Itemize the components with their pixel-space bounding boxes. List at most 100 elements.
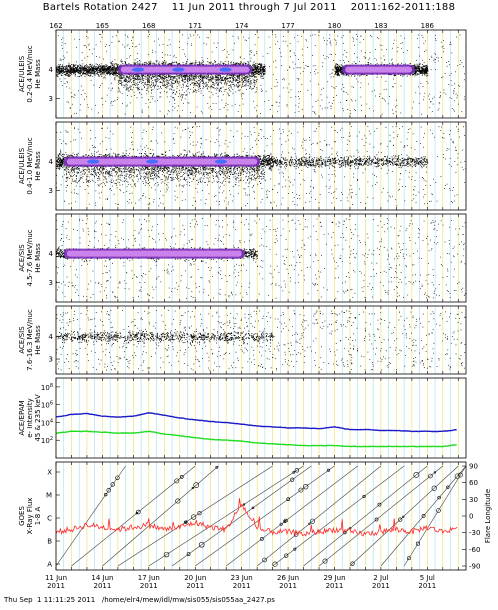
data-point — [84, 70, 86, 72]
data-point — [114, 66, 116, 68]
data-point — [424, 92, 426, 94]
data-point — [118, 65, 120, 67]
data-point — [188, 75, 190, 77]
data-point — [101, 83, 103, 84]
data-point — [115, 71, 117, 72]
data-point — [256, 70, 258, 72]
data-point — [450, 43, 452, 45]
data-point — [103, 71, 105, 73]
data-point — [153, 77, 154, 78]
data-point — [182, 109, 183, 111]
data-point — [342, 84, 344, 85]
data-point — [121, 75, 123, 77]
data-point — [83, 73, 85, 75]
data-point — [196, 82, 198, 84]
data-point — [117, 72, 119, 74]
data-point — [297, 34, 299, 36]
data-point — [262, 71, 263, 73]
data-point — [263, 72, 264, 74]
data-point — [253, 75, 255, 77]
data-point — [147, 99, 149, 101]
data-point — [73, 65, 75, 67]
data-point — [449, 97, 451, 99]
data-point — [231, 82, 232, 83]
data-point — [113, 69, 115, 70]
data-point — [312, 110, 314, 112]
data-point — [137, 76, 139, 78]
data-point — [173, 54, 175, 56]
data-point — [66, 74, 68, 76]
data-point — [78, 71, 80, 73]
data-point — [243, 63, 244, 65]
data-point — [195, 81, 197, 83]
data-point — [423, 42, 425, 44]
data-point — [253, 66, 255, 68]
data-point — [218, 80, 220, 82]
data-point — [199, 79, 201, 81]
data-point — [222, 94, 224, 96]
data-point — [202, 79, 204, 81]
data-point — [457, 95, 458, 97]
data-point — [106, 70, 108, 72]
data-point — [249, 75, 251, 77]
data-point — [56, 68, 58, 70]
data-point — [208, 107, 210, 109]
data-point — [180, 74, 182, 76]
data-point — [156, 76, 158, 78]
data-point — [331, 73, 333, 74]
data-point — [117, 65, 118, 67]
data-point — [91, 64, 93, 66]
data-point — [274, 86, 276, 88]
data-point — [64, 69, 66, 70]
data-point — [80, 70, 82, 72]
data-point — [76, 67, 77, 69]
data-point — [121, 61, 123, 62]
data-point — [256, 51, 258, 53]
data-point — [183, 94, 184, 96]
data-point — [170, 89, 172, 91]
data-point — [116, 67, 118, 69]
data-point — [390, 59, 392, 61]
data-point — [119, 40, 121, 42]
data-point — [329, 42, 331, 44]
data-point — [178, 90, 180, 91]
data-point — [66, 101, 68, 103]
data-point — [205, 75, 207, 77]
data-point — [98, 70, 100, 71]
data-point — [83, 72, 85, 74]
data-point — [120, 80, 122, 82]
data-point — [260, 76, 262, 78]
data-point — [152, 98, 154, 100]
data-point — [309, 80, 311, 82]
data-point — [371, 90, 373, 92]
data-point — [153, 85, 155, 87]
data-point — [151, 84, 152, 85]
data-point — [93, 65, 95, 67]
data-point — [158, 88, 160, 90]
data-point — [333, 100, 335, 102]
data-point — [344, 49, 346, 51]
data-point — [134, 59, 136, 61]
data-point — [184, 81, 185, 83]
data-point — [172, 109, 174, 111]
data-point — [110, 63, 112, 64]
data-point — [137, 74, 139, 76]
data-point — [417, 34, 419, 36]
data-point — [220, 80, 222, 81]
data-point — [56, 72, 58, 74]
data-point — [63, 69, 65, 70]
data-point — [104, 67, 106, 69]
density-peak — [219, 67, 232, 72]
data-point — [77, 90, 79, 92]
data-point — [66, 72, 68, 74]
data-point — [208, 81, 209, 83]
data-point — [183, 76, 184, 78]
data-point — [261, 72, 263, 74]
data-point — [238, 75, 240, 77]
data-point — [354, 44, 355, 46]
data-point — [81, 52, 83, 53]
data-point — [402, 52, 404, 53]
data-point — [201, 57, 203, 59]
data-point — [85, 73, 87, 75]
data-point — [164, 54, 166, 56]
